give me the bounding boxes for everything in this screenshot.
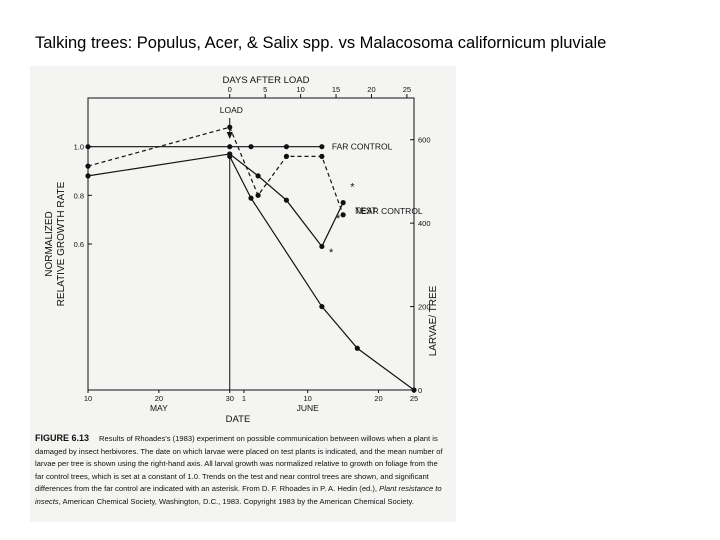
data-point-larvae-per-tree bbox=[248, 195, 254, 201]
data-point-far-control bbox=[227, 144, 233, 150]
right-axis-tick-label: 200 bbox=[418, 303, 431, 312]
data-point-larvae-per-tree bbox=[354, 345, 360, 351]
right-axis-tick-label: 0 bbox=[418, 386, 422, 395]
bottom-axis-tick-label: 30 bbox=[226, 394, 234, 403]
series-line-near-control bbox=[87, 126, 344, 216]
data-point-test bbox=[283, 197, 290, 203]
left-axis-label-line2: RELATIVE GROWTH RATE bbox=[56, 181, 67, 306]
bottom-axis-label: DATE bbox=[226, 414, 251, 425]
top-axis-tick-label: 5 bbox=[263, 85, 267, 94]
caption-text: Results of Rhoades's (1983) experiment o… bbox=[35, 434, 443, 494]
legend-label: NEAR CONTROL bbox=[355, 206, 423, 216]
caption-figure-label: FIGURE 6.13 bbox=[35, 433, 90, 443]
top-axis-tick-label: 10 bbox=[296, 85, 304, 94]
data-point-near-control bbox=[85, 163, 91, 169]
legend-label: FAR CONTROL bbox=[332, 142, 393, 152]
right-axis-label: LARVAE/ TREE bbox=[428, 285, 439, 356]
bottom-axis-tick-label: 10 bbox=[304, 394, 312, 403]
caption-tail: , American Chemical Society, Washington,… bbox=[58, 496, 414, 506]
data-point-test bbox=[85, 173, 91, 179]
figure-caption: FIGURE 6.13 Results of Rhoades's (1983) e… bbox=[35, 432, 445, 509]
significance-asterisk: * bbox=[329, 247, 334, 259]
left-axis-tick-label: 0.8 bbox=[74, 191, 84, 200]
left-axis-label-line1: NORMALIZED bbox=[44, 211, 55, 277]
load-label: LOAD bbox=[220, 105, 243, 115]
data-point-test bbox=[255, 173, 261, 179]
data-point-larvae-per-tree bbox=[411, 387, 417, 393]
bottom-axis-tick-label: 20 bbox=[155, 394, 163, 403]
legend-label: TEST bbox=[355, 206, 377, 216]
bottom-axis-tick-label: 1 bbox=[242, 394, 246, 403]
data-point-far-control bbox=[283, 144, 290, 150]
right-axis-tick-label: 600 bbox=[418, 136, 431, 145]
data-point-test bbox=[319, 243, 325, 250]
significance-asterisk: * bbox=[336, 213, 341, 225]
bottom-axis-tick-label: 20 bbox=[374, 394, 382, 403]
data-point-far-control bbox=[319, 144, 325, 150]
left-axis-tick-label: 0.6 bbox=[74, 240, 84, 249]
figure-scan: 0 5 10 15 20 25 DAYS AFTER LOAD 0.60.81.0 NOR… bbox=[30, 66, 456, 522]
bottom-axis-tick-label: 10 bbox=[84, 394, 92, 403]
data-point-far-control bbox=[248, 144, 254, 150]
month-label: JUNE bbox=[297, 403, 320, 413]
data-point-far-control bbox=[85, 144, 91, 150]
data-point-near-control bbox=[255, 192, 261, 198]
right-axis-tick-label: 400 bbox=[418, 219, 431, 228]
data-point-near-control bbox=[227, 124, 233, 130]
bottom-axis-tick-label: 25 bbox=[410, 394, 418, 403]
bottom-axis: 10 20 30 1 10 20 25 MAY JUNE bbox=[84, 390, 418, 413]
figure-paper-background bbox=[30, 66, 456, 522]
top-axis-tick-label: 15 bbox=[332, 85, 340, 94]
series-line-test bbox=[87, 153, 344, 248]
data-point-larvae-per-tree bbox=[319, 303, 325, 310]
top-axis-label: DAYS AFTER LOAD bbox=[223, 75, 310, 86]
load-arrow-head bbox=[226, 132, 233, 139]
top-axis-tick-label: 25 bbox=[403, 85, 411, 94]
significance-asterisk: * bbox=[350, 181, 355, 193]
top-axis-tick-label: 20 bbox=[367, 85, 375, 94]
caption-italic-title: Plant resistance to insects bbox=[35, 484, 442, 506]
data-point-near-control bbox=[340, 212, 346, 218]
data-point-test bbox=[340, 200, 346, 206]
left-axis-tick-label: 1.0 bbox=[74, 143, 84, 152]
top-axis-tick-label: 0 bbox=[228, 85, 232, 94]
right-axis: 0 200 400 600 bbox=[410, 136, 431, 395]
data-point-larvae-per-tree bbox=[227, 153, 233, 159]
data-point-near-control bbox=[283, 153, 290, 159]
top-axis: 0 5 10 15 20 25 bbox=[228, 85, 411, 99]
data-point-near-control bbox=[319, 153, 325, 159]
month-label: MAY bbox=[150, 403, 168, 413]
slide-title: Talking trees: Populus, Acer, & Salix sp… bbox=[35, 34, 607, 52]
